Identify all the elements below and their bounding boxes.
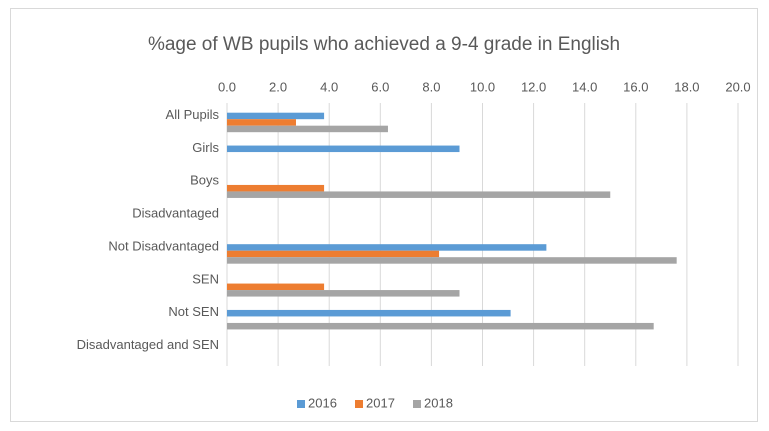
x-tick-label: 18.0 [674, 79, 699, 94]
x-tick-label: 2.0 [269, 79, 287, 94]
bar [227, 309, 511, 317]
bar [227, 250, 440, 258]
y-tick-label: All Pupils [166, 107, 220, 122]
bar [227, 257, 677, 264]
x-tick-label: 6.0 [371, 79, 389, 94]
y-tick-label: Girls [192, 140, 219, 155]
bar [227, 290, 460, 297]
bar [227, 145, 460, 153]
x-tick-label: 4.0 [320, 79, 338, 94]
y-tick-label: Disadvantaged [132, 206, 219, 221]
bar [227, 322, 654, 330]
bar [227, 283, 325, 291]
x-tick-label: 8.0 [422, 79, 440, 94]
bar [227, 244, 547, 251]
y-tick-label: Not SEN [168, 304, 219, 319]
legend-label: 2016 [308, 395, 337, 410]
x-tick-label: 10.0 [470, 79, 495, 94]
y-tick-label: Not Disadvantaged [108, 238, 219, 253]
x-tick-label: 14.0 [572, 79, 597, 94]
chart-frame [10, 8, 758, 422]
bar [227, 184, 325, 192]
legend-label: 2017 [366, 395, 395, 410]
x-tick-label: 0.0 [218, 79, 236, 94]
y-tick-label: Boys [190, 173, 219, 188]
bar [227, 119, 296, 126]
x-tick-label: 16.0 [623, 79, 648, 94]
legend-swatch [355, 400, 363, 408]
legend-swatch [297, 400, 305, 408]
x-tick-label: 12.0 [521, 79, 546, 94]
x-tick-label: 20.0 [725, 79, 750, 94]
bar [227, 191, 611, 198]
legend-label: 2018 [424, 395, 453, 410]
legend-swatch [413, 400, 421, 408]
bar [227, 125, 388, 133]
bar [227, 112, 325, 120]
chart-title: %age of WB pupils who achieved a 9-4 gra… [148, 34, 620, 55]
y-tick-label: Disadvantaged and SEN [77, 337, 219, 352]
y-tick-label: SEN [192, 271, 219, 286]
